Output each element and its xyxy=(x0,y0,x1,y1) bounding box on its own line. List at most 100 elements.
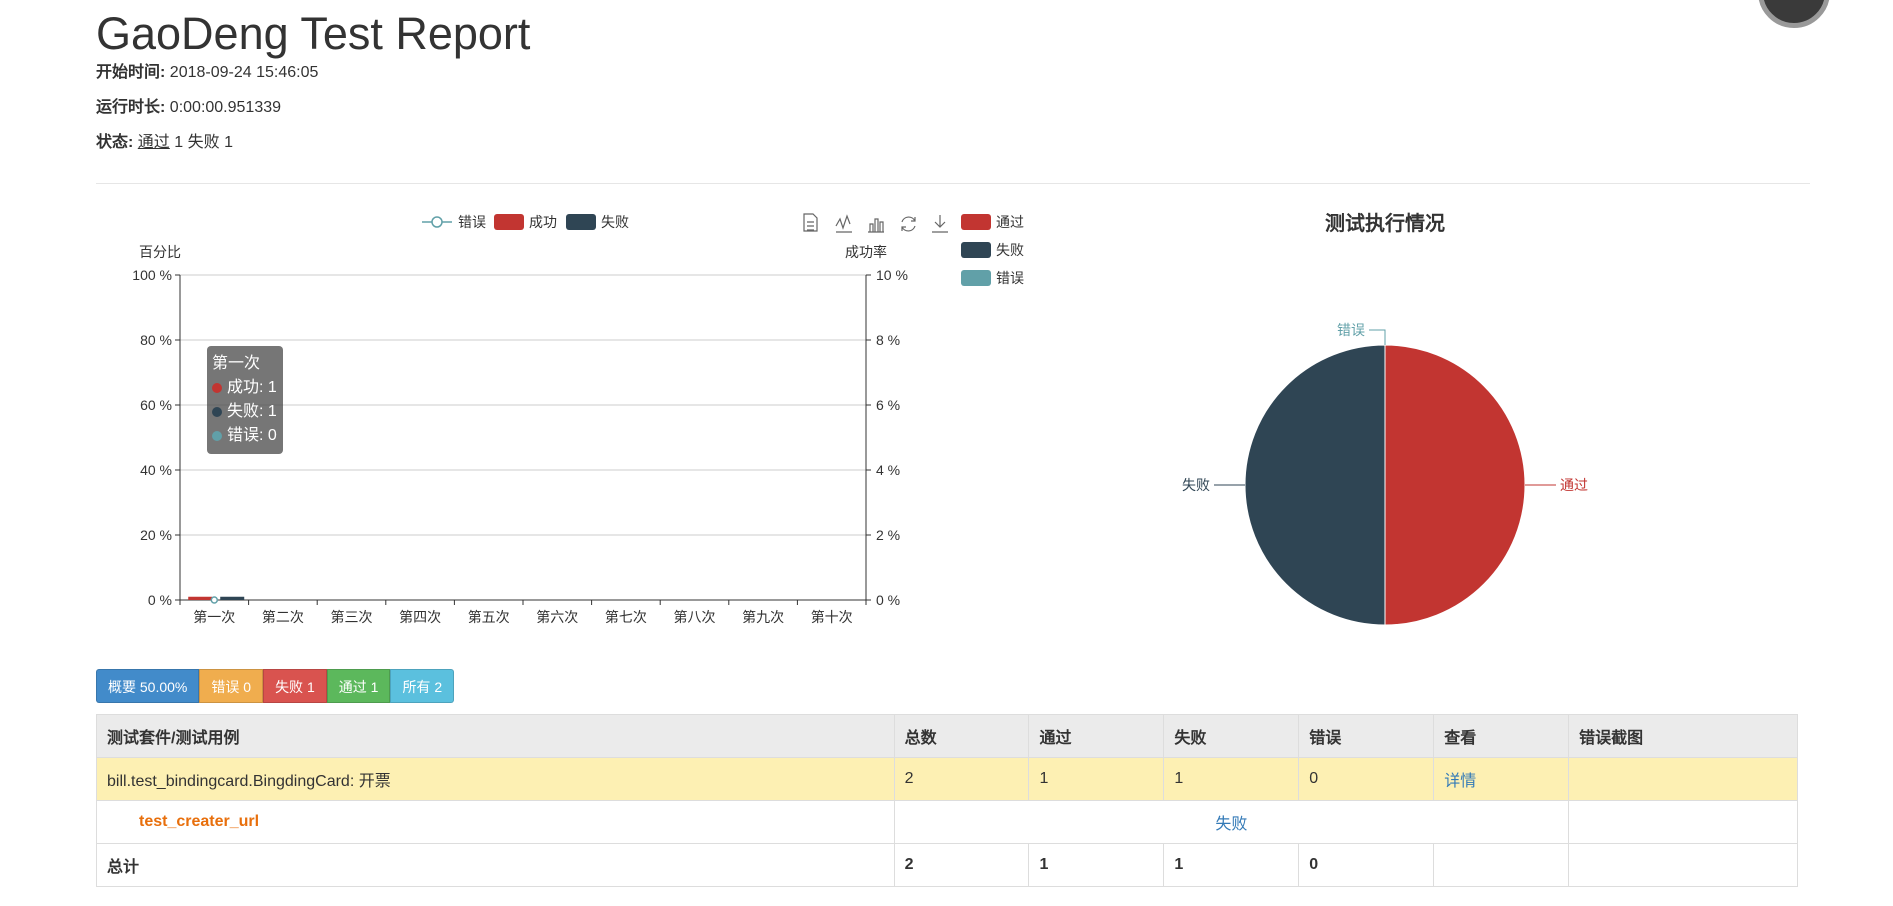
suite-error: 0 xyxy=(1298,757,1435,801)
right-tick-label: 10 % xyxy=(876,267,908,283)
side-legend-label: 失败 xyxy=(996,242,1024,258)
suite-name: bill.test_bindingcard.BingdingCard: 开票 xyxy=(96,757,895,801)
header-error: 错误 xyxy=(1298,714,1435,758)
settings-widget-icon[interactable] xyxy=(1758,0,1830,28)
left-tick-label: 80 % xyxy=(140,332,172,348)
legend-swatch xyxy=(494,214,524,230)
case-name: test_creater_url xyxy=(96,800,895,844)
filter-button-group: 概要 50.00% 错误 0 失败 1 通过 1 所有 2 xyxy=(96,669,455,703)
line-point-错误 xyxy=(210,596,219,604)
bar-失败 xyxy=(220,596,245,600)
start-time-row: 开始时间: 2018-09-24 15:46:05 xyxy=(96,58,318,82)
right-tick-label: 0 % xyxy=(876,592,900,608)
left-tick-label: 0 % xyxy=(148,592,172,608)
bar-chart-icon xyxy=(868,218,884,233)
header-total: 总数 xyxy=(893,714,1030,758)
pie-label: 通过 xyxy=(1560,477,1588,493)
pie-slice-通过 xyxy=(1384,344,1526,626)
duration-label: 运行时长: xyxy=(96,99,166,116)
header-suite: 测试套件/测试用例 xyxy=(96,714,895,758)
start-time-label: 开始时间: xyxy=(96,64,166,81)
results-table: 测试套件/测试用例 总数 通过 失败 错误 查看 错误截图 bill.test_… xyxy=(96,714,1798,887)
x-tick-label: 第四次 xyxy=(399,609,441,625)
status-label: 状态: xyxy=(96,134,134,151)
x-tick-label: 第二次 xyxy=(262,609,304,625)
left-tick-label: 20 % xyxy=(140,527,172,543)
pie-slice-失败 xyxy=(1244,344,1386,626)
suite-pass: 1 xyxy=(1028,757,1165,801)
x-tick-label: 第一次 xyxy=(193,609,235,625)
history-bar-chart: 0 % 0 % 20 % 2 % 40 % 4 % 60 % 6 % 80 % 8 % 100 % 1… xyxy=(132,213,1024,625)
side-legend-swatch xyxy=(961,214,991,230)
header-screenshot: 错误截图 xyxy=(1568,714,1798,758)
tooltip-row-fail: 失败: 1 xyxy=(212,400,278,424)
download-icon xyxy=(932,215,948,233)
pie-leader-line xyxy=(1369,329,1386,345)
case-screenshot xyxy=(1568,800,1798,844)
x-tick-label: 第九次 xyxy=(742,609,784,625)
legend-label: 成功 xyxy=(529,214,557,230)
filter-summary-button[interactable]: 概要 50.00% xyxy=(96,669,200,703)
total-screenshot xyxy=(1568,843,1798,887)
page-title: GaoDeng Test Report xyxy=(96,8,531,59)
x-tick-label: 第七次 xyxy=(605,609,647,625)
total-fail: 1 xyxy=(1163,843,1300,887)
details-link[interactable]: 详情 xyxy=(1444,773,1477,790)
start-time-value: 2018-09-24 15:46:05 xyxy=(169,64,319,81)
status-fail-label: 失败 xyxy=(187,134,220,151)
right-tick-label: 6 % xyxy=(876,397,900,413)
header-view: 查看 xyxy=(1433,714,1570,758)
status-pass-count: 1 xyxy=(174,134,184,151)
total-view xyxy=(1433,843,1570,887)
left-tick-label: 100 % xyxy=(132,267,172,283)
case-status-cell: 失败 xyxy=(893,800,1570,844)
data-view-icon xyxy=(803,213,818,232)
filter-fail-button[interactable]: 失败 1 xyxy=(263,669,327,703)
x-tick-label: 第十次 xyxy=(811,609,853,625)
tooltip-title: 第一次 xyxy=(212,355,261,372)
side-legend-swatch xyxy=(961,242,991,258)
left-tick-label: 60 % xyxy=(140,397,172,413)
suite-fail: 1 xyxy=(1163,757,1300,801)
duration-value: 0:00:00.951339 xyxy=(169,99,282,116)
filter-error-button[interactable]: 错误 0 xyxy=(199,669,264,703)
x-tick-label: 第五次 xyxy=(468,609,510,625)
toolbox xyxy=(803,213,948,233)
suite-screenshot xyxy=(1568,757,1798,801)
line-chart-icon xyxy=(835,214,852,233)
status-row: 状态: 通过 1 失败 1 xyxy=(96,128,233,152)
table-row-suite: bill.test_bindingcard.BingdingCard: 开票 2… xyxy=(96,757,1798,801)
x-tick-label: 第六次 xyxy=(536,609,578,625)
legend-label: 错误 xyxy=(458,214,486,230)
total-error: 0 xyxy=(1298,843,1435,887)
case-status-link[interactable]: 失败 xyxy=(1215,816,1248,833)
legend-point-swatch xyxy=(431,216,443,228)
pie-title: 测试执行情况 xyxy=(1325,211,1445,235)
left-tick-label: 40 % xyxy=(140,462,172,478)
side-legend-label: 通过 xyxy=(996,214,1024,230)
right-tick-label: 8 % xyxy=(876,332,900,348)
status-fail-count: 1 xyxy=(224,134,233,151)
table-row-total: 总计 2 1 1 0 xyxy=(96,843,1798,887)
status-pass-label: 通过 xyxy=(137,134,170,151)
tooltip-row-error: 错误: 0 xyxy=(212,424,278,448)
total-label: 总计 xyxy=(96,843,895,887)
restore-icon xyxy=(901,216,916,232)
bar-成功 xyxy=(188,596,213,600)
right-tick-label: 4 % xyxy=(876,462,900,478)
tooltip-row-success: 成功: 1 xyxy=(212,376,278,400)
header-fail: 失败 xyxy=(1163,714,1300,758)
x-tick-label: 第八次 xyxy=(674,609,716,625)
filter-pass-button[interactable]: 通过 1 xyxy=(326,669,391,703)
total-count: 2 xyxy=(893,843,1030,887)
pie-label: 失败 xyxy=(1182,477,1210,493)
table-row-case: test_creater_url 失败 xyxy=(96,800,1798,844)
suite-view-cell: 详情 xyxy=(1433,757,1570,801)
filter-all-button[interactable]: 所有 2 xyxy=(390,669,455,703)
header-pass: 通过 xyxy=(1028,714,1165,758)
duration-row: 运行时长: 0:00:00.951339 xyxy=(96,93,281,117)
table-header-row: 测试套件/测试用例 总数 通过 失败 错误 查看 错误截图 xyxy=(96,714,1798,758)
right-tick-label: 2 % xyxy=(876,527,900,543)
right-axis-title: 成功率 xyxy=(845,244,887,260)
